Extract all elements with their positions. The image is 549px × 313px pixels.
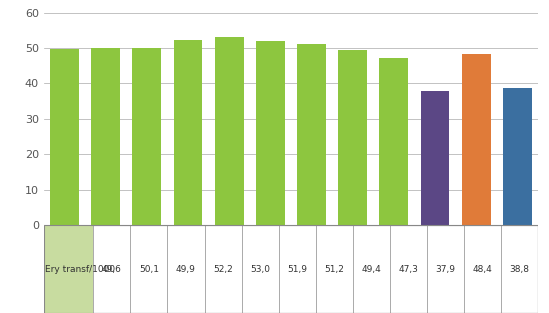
Text: 38,8: 38,8 [509,265,529,274]
Bar [503,88,532,225]
Bar [91,48,120,225]
Text: 51,9: 51,9 [287,265,307,274]
Bar [256,41,285,225]
Bar [215,37,244,225]
FancyBboxPatch shape [44,225,93,313]
Text: 50,1: 50,1 [139,265,159,274]
FancyBboxPatch shape [44,225,538,313]
Bar [132,48,161,225]
Text: 48,4: 48,4 [473,265,492,274]
Bar [50,49,79,225]
Text: 52,2: 52,2 [213,265,233,274]
Text: 51,2: 51,2 [324,265,344,274]
Bar [421,91,450,225]
Text: 49,4: 49,4 [361,265,381,274]
Bar [338,50,367,225]
Text: 53,0: 53,0 [250,265,270,274]
Bar [297,44,326,225]
Bar [462,54,491,225]
Text: 49,6: 49,6 [102,265,122,274]
Text: Ery transf/1000: Ery transf/1000 [45,265,115,274]
Text: 37,9: 37,9 [435,265,455,274]
Text: 47,3: 47,3 [399,265,418,274]
Bar [173,40,203,225]
Text: 49,9: 49,9 [176,265,196,274]
Bar [379,58,408,225]
